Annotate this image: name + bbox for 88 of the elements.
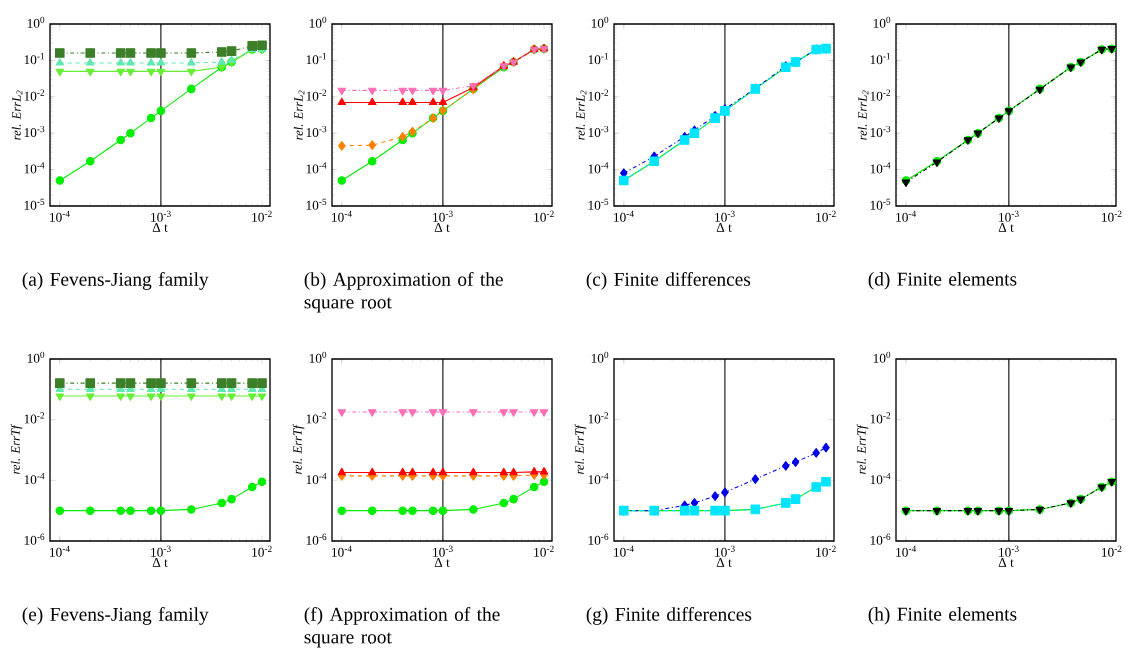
- y-tick-label: 10$^{0}$: [591, 351, 609, 363]
- text: (d) Finite elements: [868, 272, 1017, 290]
- y-tick-label: 10$^{-2}$: [588, 412, 609, 424]
- y-tick-label: 10$^{-1}$: [588, 53, 609, 65]
- x-tick-label: 10$^{-4}$: [332, 545, 352, 557]
- x-axis-title: Δ t: [152, 223, 168, 232]
- x-axis-title: Δ t: [434, 558, 450, 567]
- y-axis-title: rel. ErrTf: [574, 423, 587, 475]
- y-tick-label: 10$^{0}$: [309, 351, 327, 363]
- y-tick-label: 10$^{-5}$: [588, 198, 609, 210]
- y-tick-label: 10$^{0}$: [27, 351, 45, 363]
- y-tick-label: 10$^{-1}$: [870, 53, 891, 65]
- y-tick-label: 10$^{-5}$: [870, 198, 891, 210]
- y-tick-label: 10$^{-2}$: [588, 89, 609, 101]
- x-tick-label: 10$^{-2}$: [252, 210, 272, 222]
- x-axis-title: Δ t: [152, 558, 168, 567]
- x-tick-label: 10$^{-4}$: [896, 545, 917, 557]
- x-tick-label: 10$^{-2}$: [1102, 545, 1122, 557]
- x-tick-label: 10$^{-2}$: [816, 545, 836, 557]
- y-tick-label: 10$^{-3}$: [306, 125, 327, 138]
- y-tick-label: 10$^{-6}$: [306, 533, 327, 545]
- y-axis-title: rel. ErrTf: [292, 423, 305, 475]
- text: (e) Fevens-Jiang family: [22, 607, 209, 625]
- y-tick-label: 10$^{-6}$: [588, 533, 609, 545]
- y-tick-label: 10$^{-3}$: [24, 125, 45, 138]
- x-axis-title: Δ t: [434, 223, 450, 232]
- y-tick-label: 10$^{-2}$: [870, 412, 891, 424]
- y-tick-label: 10$^{-2}$: [306, 412, 327, 424]
- y-tick-label: 10$^{0}$: [873, 16, 891, 28]
- y-axis-title: rel. ErrL$_{2}$: [11, 90, 23, 140]
- x-tick-label: 10$^{-2}$: [1102, 210, 1122, 222]
- x-tick-label: 10$^{-2}$: [534, 545, 554, 557]
- x-tick-label: 10$^{-4}$: [614, 545, 634, 557]
- x-tick-label: 10$^{-3}$: [151, 545, 171, 557]
- y-tick-label: 10$^{-4}$: [306, 473, 327, 485]
- y-tick-label: 10$^{0}$: [309, 16, 327, 28]
- y-tick-label: 10$^{-3}$: [870, 125, 891, 138]
- x-tick-label: 10$^{-3}$: [433, 210, 453, 222]
- x-tick-label: 10$^{-3}$: [715, 545, 735, 557]
- y-tick-label: 10$^{-5}$: [306, 198, 327, 210]
- x-tick-label: 10$^{-4}$: [50, 210, 70, 222]
- x-axis-title: Δ t: [716, 223, 732, 232]
- text: (f) Approximation of the square root: [304, 607, 500, 648]
- y-tick-label: 10$^{-1}$: [306, 53, 327, 65]
- y-tick-label: 10$^{-4}$: [588, 162, 609, 174]
- y-tick-label: 10$^{-2}$: [870, 89, 891, 101]
- y-tick-label: 10$^{0}$: [27, 16, 45, 28]
- x-tick-label: 10$^{-3}$: [999, 210, 1019, 222]
- x-tick-label: 10$^{-4}$: [614, 210, 634, 222]
- x-tick-label: 10$^{-4}$: [332, 210, 352, 222]
- text: (h) Finite elements: [868, 607, 1017, 625]
- text: (c) Finite differences: [586, 272, 751, 290]
- x-axis-title: Δ t: [716, 558, 732, 567]
- y-tick-label: 10$^{-2}$: [24, 89, 45, 101]
- y-tick-label: 10$^{-5}$: [24, 198, 45, 210]
- y-tick-label: 10$^{-2}$: [306, 89, 327, 101]
- y-axis-title: rel. ErrL$_{2}$: [575, 90, 587, 140]
- x-tick-label: 10$^{-3}$: [433, 545, 453, 557]
- x-tick-label: 10$^{-3}$: [999, 545, 1019, 557]
- x-tick-label: 10$^{-2}$: [816, 210, 836, 222]
- text: (g) Finite differences: [586, 607, 752, 625]
- x-tick-label: 10$^{-3}$: [715, 210, 735, 222]
- y-tick-label: 10$^{-6}$: [870, 533, 891, 545]
- x-axis-title: Δ t: [998, 223, 1014, 232]
- y-tick-label: 10$^{0}$: [591, 16, 609, 28]
- x-tick-label: 10$^{-4}$: [896, 210, 917, 222]
- x-tick-label: 10$^{-2}$: [252, 545, 272, 557]
- y-tick-label: 10$^{-2}$: [24, 412, 45, 424]
- y-tick-label: 10$^{-3}$: [588, 125, 609, 138]
- y-tick-label: 10$^{-4}$: [870, 162, 891, 174]
- y-tick-label: 10$^{-4}$: [24, 473, 45, 485]
- x-tick-label: 10$^{-4}$: [50, 545, 70, 557]
- y-axis-title: rel. ErrTf: [856, 423, 869, 475]
- x-tick-label: 10$^{-3}$: [151, 210, 171, 222]
- x-axis-title: Δ t: [998, 558, 1014, 567]
- y-axis-title: rel. ErrTf: [10, 423, 23, 475]
- y-tick-label: 10$^{-1}$: [24, 53, 45, 65]
- text: (b) Approximation of the square root: [304, 272, 503, 313]
- y-tick-label: 10$^{-4}$: [306, 162, 327, 174]
- y-tick-label: 10$^{-4}$: [588, 473, 609, 485]
- text: (a) Fevens-Jiang family: [22, 272, 209, 290]
- y-axis-title: rel. ErrL$_{2}$: [857, 90, 869, 140]
- x-tick-label: 10$^{-2}$: [534, 210, 554, 222]
- y-tick-label: 10$^{0}$: [873, 351, 891, 363]
- y-axis-title: rel. ErrL$_{2}$: [293, 90, 305, 140]
- y-tick-label: 10$^{-6}$: [24, 533, 45, 545]
- y-tick-label: 10$^{-4}$: [24, 162, 45, 174]
- y-tick-label: 10$^{-4}$: [870, 473, 891, 485]
